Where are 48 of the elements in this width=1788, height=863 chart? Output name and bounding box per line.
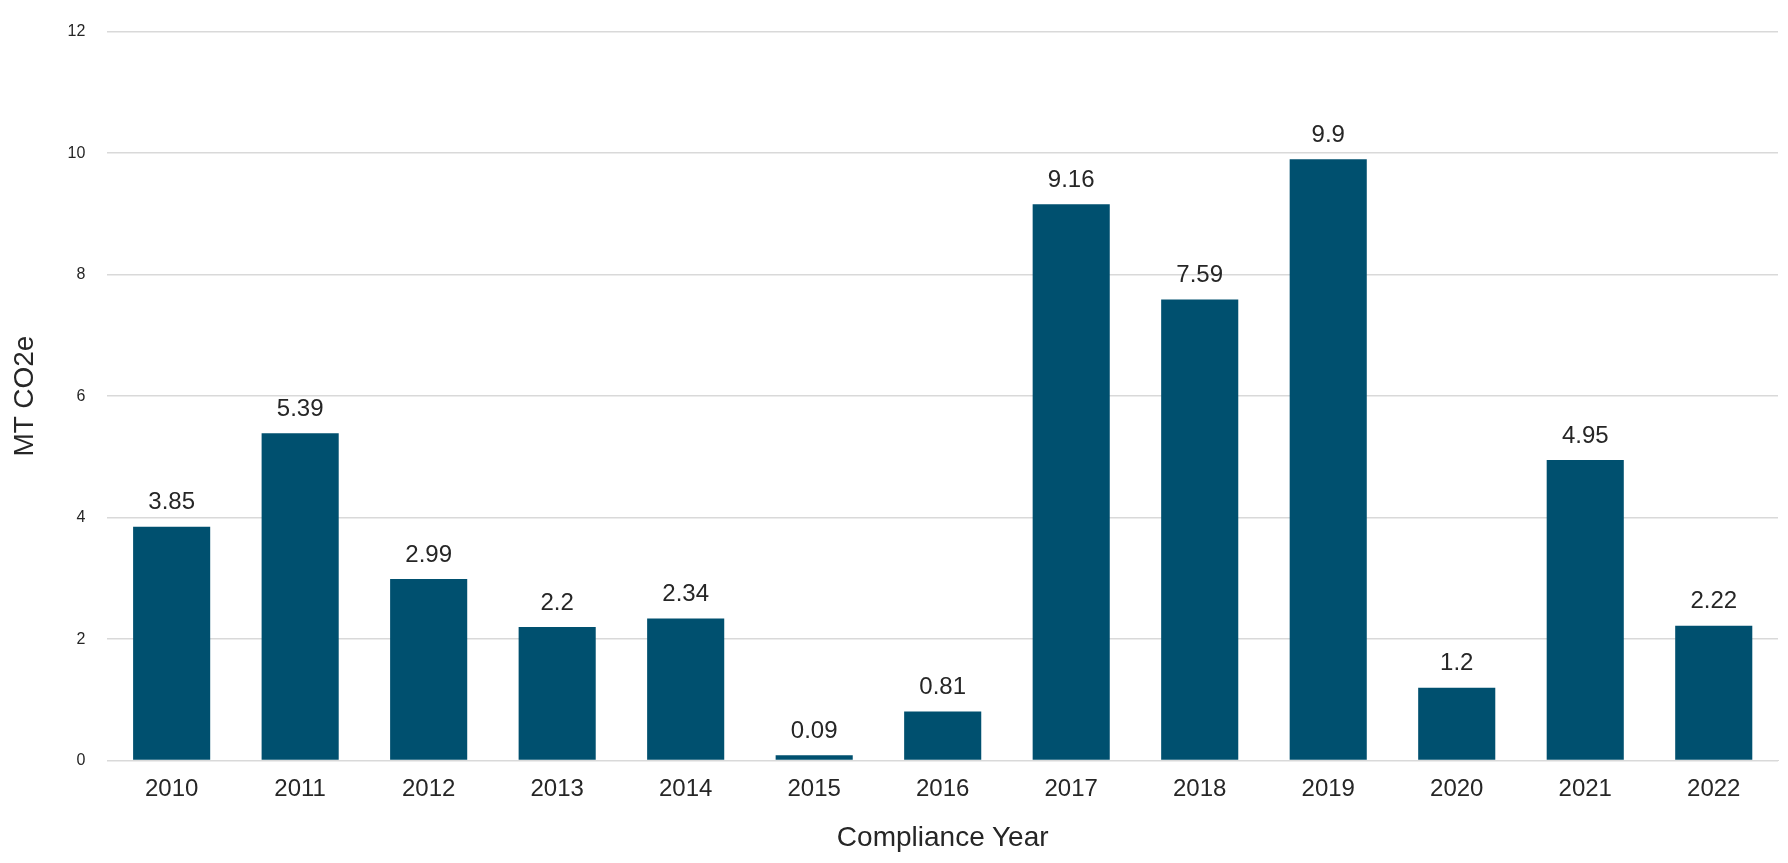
x-tick-label: 2012 (401, 773, 456, 801)
y-tick-label: 8 (76, 265, 86, 283)
x-tick-label: 2014 (658, 773, 713, 801)
bar (518, 626, 596, 760)
x-axis-title: Compliance Year (836, 820, 1049, 852)
y-tick-label: 6 (76, 386, 86, 404)
bar (1546, 459, 1624, 760)
bar (390, 578, 468, 760)
data-label: 9.9 (1311, 119, 1345, 147)
data-label: 0.81 (919, 672, 967, 700)
data-label: 5.39 (276, 393, 324, 421)
x-tick-label: 2022 (1687, 773, 1741, 801)
bar (261, 433, 339, 760)
x-tick-label: 2019 (1301, 773, 1355, 801)
y-tick-label: 4 (76, 508, 86, 526)
x-tick-label: 2018 (1173, 773, 1227, 801)
bar (904, 711, 982, 760)
bar (1289, 159, 1367, 760)
data-label: 2.99 (405, 539, 453, 567)
bar (647, 618, 725, 760)
x-tick-label: 2017 (1044, 773, 1098, 801)
data-label: 0.09 (790, 715, 838, 743)
y-tick-label: 2 (76, 629, 86, 647)
x-tick-label: 2015 (787, 773, 841, 801)
x-tick-label: 2016 (916, 773, 970, 801)
y-tick-label: 10 (67, 143, 86, 161)
data-label: 7.59 (1176, 260, 1224, 288)
data-label: 9.16 (1047, 164, 1095, 192)
bar (1675, 625, 1753, 760)
x-tick-label: 2021 (1558, 773, 1612, 801)
bar (133, 526, 211, 760)
bar (1418, 687, 1496, 760)
bar (775, 755, 853, 760)
x-tick-label: 2020 (1430, 773, 1484, 801)
y-tick-label: 0 (76, 751, 86, 769)
bar (1161, 299, 1239, 760)
data-label: 2.22 (1690, 586, 1738, 614)
data-label: 2.2 (540, 587, 574, 615)
y-axis-title: MT CO2e (7, 335, 39, 457)
data-label: 1.2 (1440, 648, 1474, 676)
bar (1032, 204, 1110, 760)
y-tick-label: 12 (67, 22, 86, 40)
x-tick-label: 2013 (530, 773, 584, 801)
data-label: 3.85 (148, 487, 196, 515)
x-tick-label: 2011 (274, 773, 326, 801)
x-tick-label: 2010 (144, 773, 199, 801)
data-label: 4.95 (1561, 420, 1609, 448)
data-label: 2.34 (662, 579, 710, 607)
